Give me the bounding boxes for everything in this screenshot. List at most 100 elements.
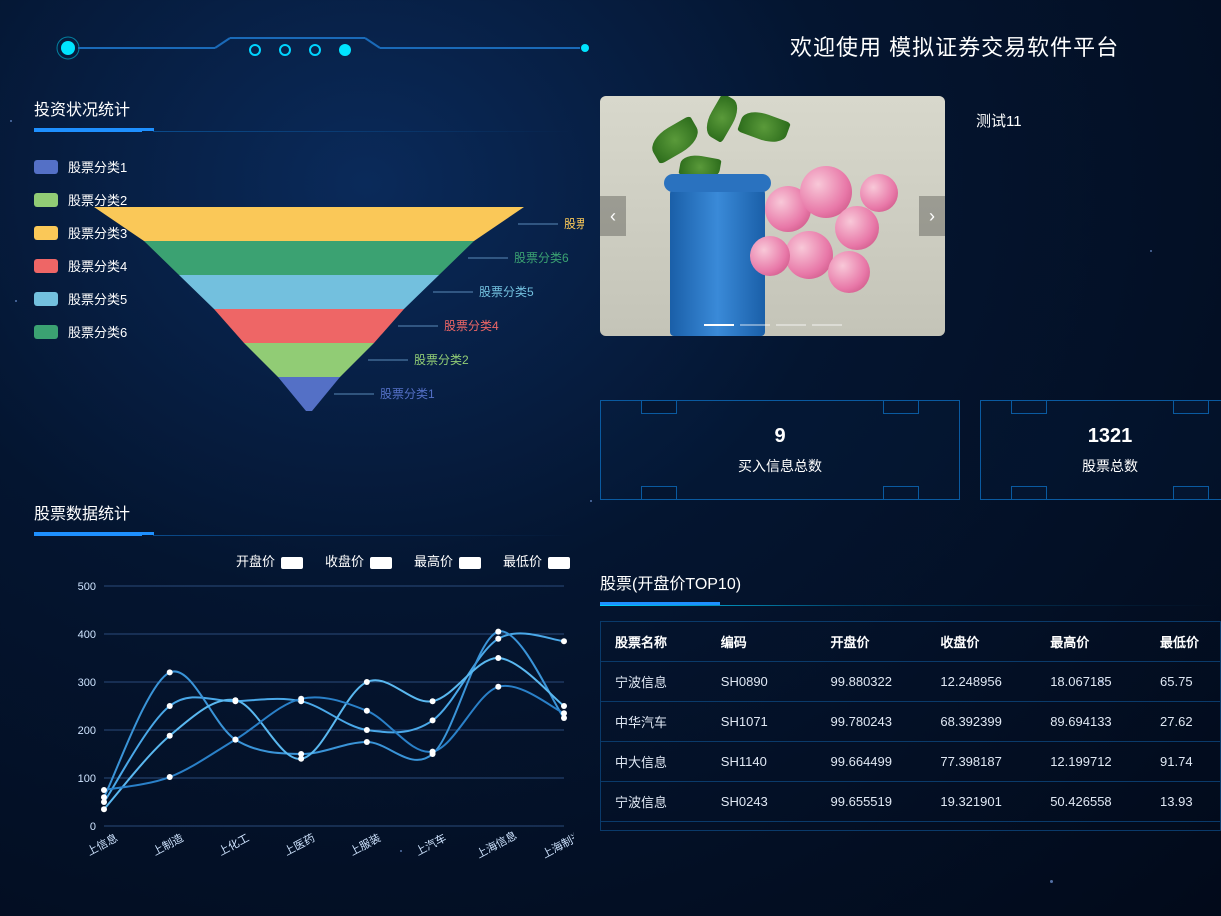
legend-item[interactable]: 股票分类1 <box>34 157 127 176</box>
stat-card-buy-count: 9 买入信息总数 <box>600 400 960 500</box>
table-cell: 深信自 <box>601 822 711 832</box>
legend-item[interactable]: 最低价 <box>503 554 574 569</box>
placeholder-image <box>600 96 945 336</box>
funnel-panel: 投资状况统计 股票分类1股票分类2股票分类3股票分类4股票分类5股票分类6 股票… <box>34 96 574 487</box>
title-underline <box>34 532 574 536</box>
svg-text:上汽车: 上汽车 <box>413 831 449 859</box>
svg-text:上服装: 上服装 <box>348 831 383 858</box>
carousel-image[interactable]: ‹ › <box>600 96 945 336</box>
title-underline <box>600 602 1220 606</box>
table-row[interactable]: 宁波信息SH024399.65551919.32190150.42655813.… <box>601 782 1220 822</box>
table-cell: 13.93 <box>1150 782 1220 822</box>
table-cell: 12.248956 <box>930 662 1040 702</box>
legend-item[interactable]: 开盘价 <box>236 554 307 569</box>
stat-value: 1321 <box>1088 425 1133 448</box>
line-chart: 0100200300400500上信息上制造上化工上医药上服装上汽车上海信息上海… <box>34 576 574 876</box>
legend-item[interactable]: 收盘价 <box>325 554 396 569</box>
svg-text:股票分类6: 股票分类6 <box>514 251 569 265</box>
svg-text:200: 200 <box>78 725 96 737</box>
table-header-cell: 股票名称 <box>601 622 711 662</box>
table-header-cell: 编码 <box>711 622 821 662</box>
carousel-dot[interactable] <box>704 324 734 326</box>
svg-text:上海信息: 上海信息 <box>474 828 519 861</box>
svg-text:上信息: 上信息 <box>84 831 120 859</box>
table-panel: 股票(开盘价TOP10) 股票名称编码开盘价收盘价最高价最低价 宁波信息SH08… <box>600 570 1221 831</box>
table-row[interactable]: 中大信息SH114099.66449977.39818712.19971291.… <box>601 742 1220 782</box>
table-cell: 99.880322 <box>821 662 931 702</box>
carousel-dot[interactable] <box>776 324 806 326</box>
table-cell: 19.321901 <box>930 782 1040 822</box>
table-cell: 91.74 <box>1150 742 1220 782</box>
svg-text:400: 400 <box>78 629 96 641</box>
table-header-row: 股票名称编码开盘价收盘价最高价最低价 <box>601 622 1220 662</box>
legend-swatch <box>34 259 58 273</box>
line-chart-title: 股票数据统计 <box>34 500 574 524</box>
svg-text:0: 0 <box>90 821 96 833</box>
table-cell: SH0890 <box>711 662 821 702</box>
carousel-next-button[interactable]: › <box>919 196 945 236</box>
line-chart-panel: 股票数据统计 开盘价 收盘价 最高价 最低价 0 100 200 300 400 500 上信息 上… <box>34 500 574 879</box>
stat-value: 9 <box>774 425 785 448</box>
table-header-cell: 最高价 <box>1040 622 1150 662</box>
carousel-indicators[interactable] <box>600 324 945 326</box>
table-cell: SH1140 <box>711 742 821 782</box>
table-cell: 宁波信息 <box>601 662 711 702</box>
page-title: 欢迎使用 模拟证券交易软件平台 <box>790 30 1119 62</box>
legend-swatch <box>34 292 58 306</box>
line-chart-legend: 开盘价 收盘价 最高价 最低价 <box>34 551 574 570</box>
table-cell: 16.960429 <box>930 822 1040 832</box>
svg-text:上海制造: 上海制造 <box>539 828 574 861</box>
legend-swatch <box>548 557 570 569</box>
table-row[interactable]: 深信自SH052299.64104316.96042997.30042222.4… <box>601 822 1220 832</box>
table-cell: 77.398187 <box>930 742 1040 782</box>
stat-card-stock-count: 1321 股票总数 <box>980 400 1221 500</box>
legend-swatch <box>34 325 58 339</box>
table-cell: 97.300422 <box>1040 822 1150 832</box>
carousel-prev-button[interactable]: ‹ <box>600 196 626 236</box>
title-underline <box>34 128 574 132</box>
top10-table: 股票名称编码开盘价收盘价最高价最低价 宁波信息SH089099.88032212… <box>601 622 1220 831</box>
table-row[interactable]: 中华汽车SH107199.78024368.39239989.69413327.… <box>601 702 1220 742</box>
legend-swatch <box>34 193 58 207</box>
table-cell: 12.199712 <box>1040 742 1150 782</box>
carousel-dot[interactable] <box>740 324 770 326</box>
table-cell: 89.694133 <box>1040 702 1150 742</box>
table-cell: 99.780243 <box>821 702 931 742</box>
table-cell: SH0243 <box>711 782 821 822</box>
svg-text:100: 100 <box>78 773 96 785</box>
table-header-cell: 最低价 <box>1150 622 1220 662</box>
table-header-cell: 开盘价 <box>821 622 931 662</box>
table-cell: 65.75 <box>1150 662 1220 702</box>
table-cell: 99.664499 <box>821 742 931 782</box>
legend-item[interactable]: 最高价 <box>414 554 485 569</box>
table-cell: 18.067185 <box>1040 662 1150 702</box>
table-row[interactable]: 宁波信息SH089099.88032212.24895618.06718565.… <box>601 662 1220 702</box>
table-cell: 99.655519 <box>821 782 931 822</box>
table-cell: 68.392399 <box>930 702 1040 742</box>
table-cell: 50.426558 <box>1040 782 1150 822</box>
funnel-title: 投资状况统计 <box>34 96 574 120</box>
legend-swatch <box>459 557 481 569</box>
svg-text:上医药: 上医药 <box>282 831 317 858</box>
funnel-chart: 股票分类3股票分类6股票分类5股票分类4股票分类2股票分类1 <box>94 207 584 487</box>
svg-text:股票分类1: 股票分类1 <box>380 387 435 401</box>
table-cell: SH1071 <box>711 702 821 742</box>
table-cell: 27.62 <box>1150 702 1220 742</box>
stat-label: 股票总数 <box>1082 456 1138 476</box>
legend-swatch <box>281 557 303 569</box>
table-cell: 中华汽车 <box>601 702 711 742</box>
table-header-cell: 收盘价 <box>930 622 1040 662</box>
svg-text:股票分类4: 股票分类4 <box>444 319 499 333</box>
legend-label: 股票分类1 <box>68 157 127 176</box>
table-title: 股票(开盘价TOP10) <box>600 570 1221 594</box>
image-label: 测试11 <box>976 110 1022 131</box>
svg-text:300: 300 <box>78 677 96 689</box>
svg-text:股票分类2: 股票分类2 <box>414 353 469 367</box>
table-cell: 22.49 <box>1150 822 1220 832</box>
svg-text:500: 500 <box>78 581 96 593</box>
table-cell: 中大信息 <box>601 742 711 782</box>
stat-label: 买入信息总数 <box>738 456 822 476</box>
table-cell: SH0522 <box>711 822 821 832</box>
carousel-dot[interactable] <box>812 324 842 326</box>
legend-swatch <box>34 160 58 174</box>
